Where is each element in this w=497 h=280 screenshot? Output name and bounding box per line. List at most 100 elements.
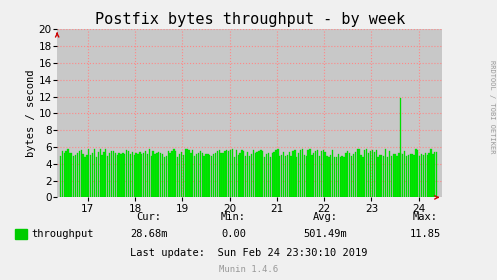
Bar (404, 151, 405, 197)
Bar (167, 151, 169, 197)
Text: Munin 1.4.6: Munin 1.4.6 (219, 265, 278, 274)
Bar (396, 156, 398, 197)
Bar (273, 152, 275, 197)
Bar (385, 150, 386, 197)
Bar (368, 153, 369, 197)
Bar (156, 153, 158, 197)
Bar (247, 151, 248, 197)
Bar (194, 156, 195, 197)
Bar (423, 155, 424, 197)
Bar (421, 154, 422, 197)
Bar (345, 153, 346, 197)
Bar (139, 151, 141, 197)
Bar (141, 154, 143, 197)
Bar (213, 154, 214, 197)
Bar (75, 155, 76, 197)
Bar (334, 157, 335, 197)
Bar (221, 153, 222, 197)
Bar (357, 149, 358, 197)
Text: Max:: Max: (413, 212, 437, 222)
Bar (250, 154, 252, 197)
Bar (209, 155, 210, 197)
Bar (232, 149, 233, 197)
Bar (130, 155, 131, 197)
Bar (428, 153, 430, 197)
Bar (309, 150, 311, 197)
Bar (339, 157, 341, 197)
Bar (395, 153, 396, 197)
Bar (379, 155, 381, 197)
Bar (153, 151, 154, 197)
Bar (279, 156, 280, 197)
Bar (81, 150, 82, 197)
Bar (252, 150, 254, 197)
Bar (323, 150, 324, 197)
Bar (389, 151, 390, 197)
Bar (287, 155, 288, 197)
Bar (69, 153, 71, 197)
Bar (101, 155, 103, 197)
Text: Avg:: Avg: (313, 212, 338, 222)
Bar (217, 151, 218, 197)
Bar (294, 150, 296, 197)
Bar (387, 157, 388, 197)
Bar (211, 156, 212, 197)
Bar (207, 154, 209, 197)
Bar (135, 153, 137, 197)
Bar (137, 154, 139, 197)
Bar (432, 154, 433, 197)
Bar (372, 150, 373, 197)
Bar (226, 150, 228, 197)
Bar (143, 153, 144, 197)
Bar (349, 153, 350, 197)
Bar (289, 152, 290, 197)
Bar (275, 150, 277, 197)
Text: Cur:: Cur: (137, 212, 162, 222)
Bar (202, 153, 203, 197)
Bar (393, 154, 394, 197)
Title: Postfix bytes throughput - by week: Postfix bytes throughput - by week (94, 12, 405, 27)
Bar (164, 157, 165, 197)
Bar (268, 153, 269, 197)
Bar (417, 150, 418, 197)
Bar (337, 154, 339, 197)
Bar (260, 150, 261, 197)
Bar (281, 155, 282, 197)
Bar (230, 150, 231, 197)
Bar (192, 150, 193, 197)
Bar (362, 157, 364, 197)
Bar (186, 149, 188, 197)
Bar (111, 151, 112, 197)
Bar (292, 151, 294, 197)
Bar (360, 155, 362, 197)
Bar (60, 157, 61, 197)
Bar (311, 155, 313, 197)
Bar (304, 155, 305, 197)
Bar (315, 151, 316, 197)
Bar (336, 157, 337, 197)
Bar (341, 156, 343, 197)
Bar (412, 154, 413, 197)
Bar (238, 155, 239, 197)
Bar (355, 152, 356, 197)
Bar (188, 150, 190, 197)
Bar (321, 151, 322, 197)
Bar (151, 156, 152, 197)
Bar (155, 153, 156, 197)
Text: 501.49m: 501.49m (304, 229, 347, 239)
Bar (319, 156, 320, 197)
Bar (162, 154, 163, 197)
Bar (236, 150, 237, 197)
Bar (203, 156, 205, 197)
Bar (317, 150, 318, 197)
Bar (243, 151, 245, 197)
Bar (177, 157, 178, 197)
Bar (343, 157, 345, 197)
Bar (366, 149, 367, 197)
Bar (327, 156, 328, 197)
Bar (419, 156, 420, 197)
Bar (325, 153, 326, 197)
Bar (115, 153, 116, 197)
Bar (160, 153, 162, 197)
Bar (228, 151, 230, 197)
